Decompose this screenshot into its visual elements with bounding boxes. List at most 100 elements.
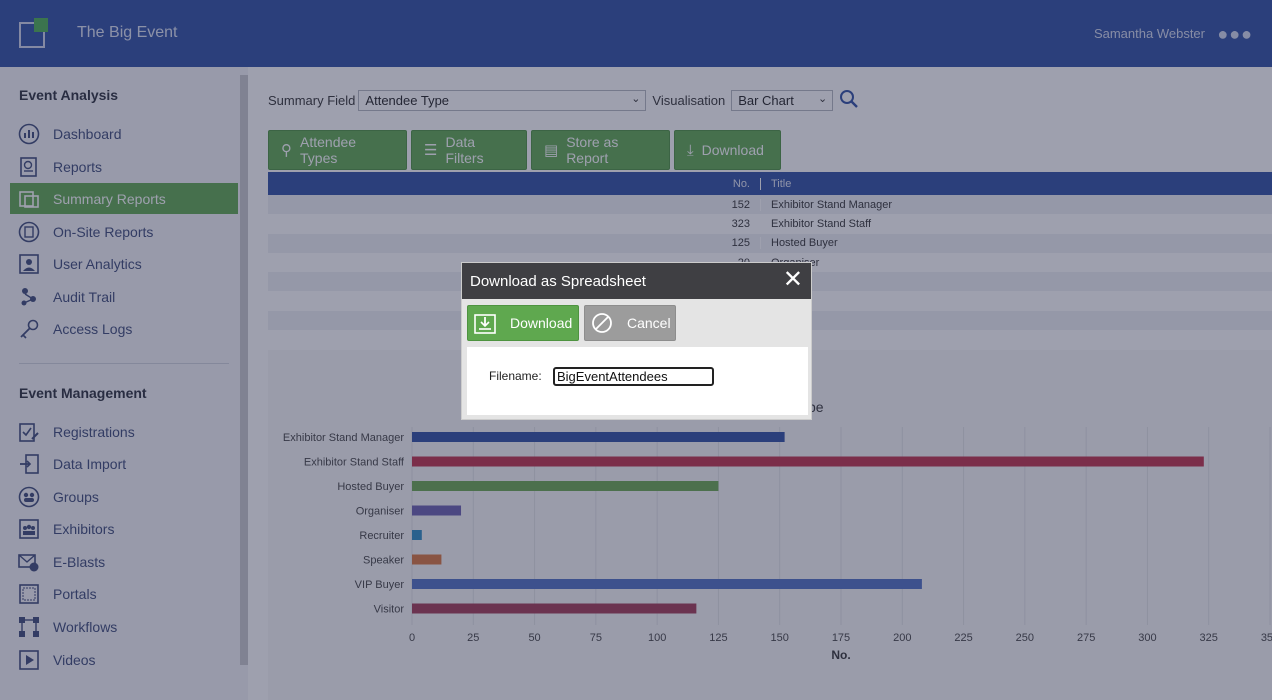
bar — [412, 603, 697, 614]
sidebar-item-data-import[interactable]: Data Import — [10, 448, 238, 479]
x-tick-label: 225 — [954, 632, 972, 644]
download-icon — [474, 311, 496, 335]
search-icon[interactable] — [839, 89, 859, 112]
visualisation-value: Bar Chart — [738, 93, 794, 108]
sidebar-scrollbar[interactable] — [240, 75, 248, 665]
summary-field-value: Attendee Type — [365, 93, 450, 108]
groups-icon — [18, 486, 40, 508]
sidebar-item-exhibitors[interactable]: Exhibitors — [10, 513, 238, 544]
download-dialog: Download as Spreadsheet ✕ Download Cance… — [461, 262, 812, 420]
bar — [412, 481, 719, 491]
button-label: Download — [701, 142, 764, 158]
app-logo[interactable] — [19, 18, 49, 48]
store-as-report-button[interactable]: ▤ Store as Report — [531, 130, 670, 170]
sidebar-item-label: Reports — [53, 158, 103, 175]
y-tick-label: Visitor — [374, 604, 405, 616]
filename-input[interactable] — [553, 367, 714, 386]
x-tick-label: 250 — [1016, 632, 1034, 644]
download-button[interactable]: ⤓ Download — [674, 130, 781, 170]
cancel-icon — [591, 311, 613, 335]
sidebar-item-workflows[interactable]: Workflows — [10, 611, 238, 642]
bar — [412, 579, 922, 589]
y-tick-label: VIP Buyer — [355, 579, 405, 591]
attendee-types-icon: ⚲ — [281, 142, 292, 159]
x-tick-label: 275 — [1077, 632, 1095, 644]
attendee-types-button[interactable]: ⚲ Attendee Types — [268, 130, 407, 170]
cell-no: 125 — [731, 237, 750, 250]
sidebar-divider — [19, 363, 229, 364]
audit-trail-icon — [18, 286, 40, 308]
reports-icon — [18, 156, 40, 178]
sidebar-item-access-logs[interactable]: Access Logs — [10, 313, 238, 344]
table-row[interactable]: 152 Exhibitor Stand Manager — [268, 195, 1272, 215]
registrations-icon — [18, 421, 40, 443]
button-label: Store as Report — [566, 134, 619, 166]
sidebar-item-portals[interactable]: Portals — [10, 578, 238, 609]
x-tick-label: 125 — [709, 632, 727, 644]
visualisation-label: Visualisation — [652, 93, 726, 108]
filters-icon: ☰ — [424, 142, 438, 159]
more-dots-icon[interactable]: ●●● — [1217, 24, 1253, 44]
sidebar-item-label: Workflows — [53, 618, 118, 635]
filename-label: Filename: — [489, 369, 542, 383]
sidebar-item-videos[interactable]: Videos — [10, 644, 238, 675]
chevron-down-icon: ⌄ — [631, 93, 641, 105]
button-label: Attendee Types — [300, 134, 357, 166]
sidebar-item-reports[interactable]: Reports — [10, 151, 238, 182]
portals-icon — [18, 583, 40, 605]
dialog-cancel-button[interactable]: Cancel — [584, 305, 676, 341]
bar — [412, 505, 462, 516]
dialog-cancel-label: Cancel — [627, 315, 671, 331]
dialog-title: Download as Spreadsheet — [470, 272, 646, 290]
sidebar-item-label: Dashboard — [53, 125, 122, 142]
button-label: Data Filters — [445, 134, 484, 166]
y-tick-label: Organiser — [356, 506, 405, 518]
toolbar: ⚲ Attendee Types ☰ Data Filters ▤ Store … — [268, 130, 781, 170]
x-tick-label: 150 — [771, 632, 789, 644]
summary-field-label: Summary Field — [268, 93, 356, 108]
data-filters-button[interactable]: ☰ Data Filters — [411, 130, 527, 170]
x-axis-label: No. — [831, 648, 850, 662]
y-tick-label: Exhibitor Stand Staff — [304, 457, 405, 469]
summary-field-select[interactable]: Attendee Type ⌄ — [358, 90, 647, 111]
sidebar-item-label: Portals — [53, 585, 97, 602]
sidebar-item-user-analytics[interactable]: User Analytics — [10, 248, 238, 279]
sidebar-item-dashboard[interactable]: Dashboard — [10, 118, 238, 149]
store-report-icon: ▤ — [544, 142, 559, 159]
access-logs-icon — [18, 318, 40, 340]
sidebar: Event Analysis Dashboard Reports Summary… — [0, 67, 248, 700]
videos-icon — [18, 649, 40, 671]
exhibitors-icon — [18, 518, 40, 540]
x-tick-label: 100 — [648, 632, 666, 644]
sidebar-item-groups[interactable]: Groups — [10, 481, 238, 512]
sidebar-item-eblasts[interactable]: E-Blasts — [10, 546, 238, 577]
data-import-icon — [18, 453, 40, 475]
x-tick-label: 0 — [409, 632, 415, 644]
section-title-event-management: Event Management — [19, 385, 147, 401]
x-tick-label: 300 — [1138, 632, 1156, 644]
sidebar-item-registrations[interactable]: Registrations — [10, 416, 238, 447]
table-header: No. Title — [268, 172, 1272, 195]
user-analytics-icon — [18, 253, 40, 275]
y-tick-label: Speaker — [363, 555, 404, 567]
dialog-download-button[interactable]: Download — [467, 305, 579, 341]
x-tick-label: 200 — [893, 632, 911, 644]
sidebar-item-label: On-Site Reports — [53, 223, 154, 240]
column-header-title[interactable]: Title — [760, 177, 791, 190]
table-row[interactable]: 323 Exhibitor Stand Staff — [268, 214, 1272, 233]
section-title-event-analysis: Event Analysis — [19, 87, 119, 103]
sidebar-item-onsite-reports[interactable]: On-Site Reports — [10, 216, 238, 247]
top-bar: The Big Event Samantha Webster ●●● — [0, 0, 1272, 67]
y-tick-label: Recruiter — [359, 530, 404, 542]
user-name[interactable]: Samantha Webster — [1093, 26, 1205, 41]
close-icon[interactable]: ✕ — [782, 266, 803, 293]
x-tick-label: 50 — [528, 632, 540, 644]
bar-chart: 0 25 50 75 100 125 150 175 200 225 250 275 300 325 350… — [283, 427, 1272, 662]
visualisation-select[interactable]: Bar Chart ⌄ — [731, 90, 834, 111]
bar — [412, 456, 1204, 467]
table-row[interactable]: 125 Hosted Buyer — [268, 233, 1272, 253]
sidebar-item-audit-trail[interactable]: Audit Trail — [10, 281, 238, 312]
column-header-no[interactable]: No. — [732, 177, 750, 190]
sidebar-item-label: Data Import — [53, 455, 127, 472]
sidebar-item-summary-reports[interactable]: Summary Reports — [10, 183, 238, 214]
